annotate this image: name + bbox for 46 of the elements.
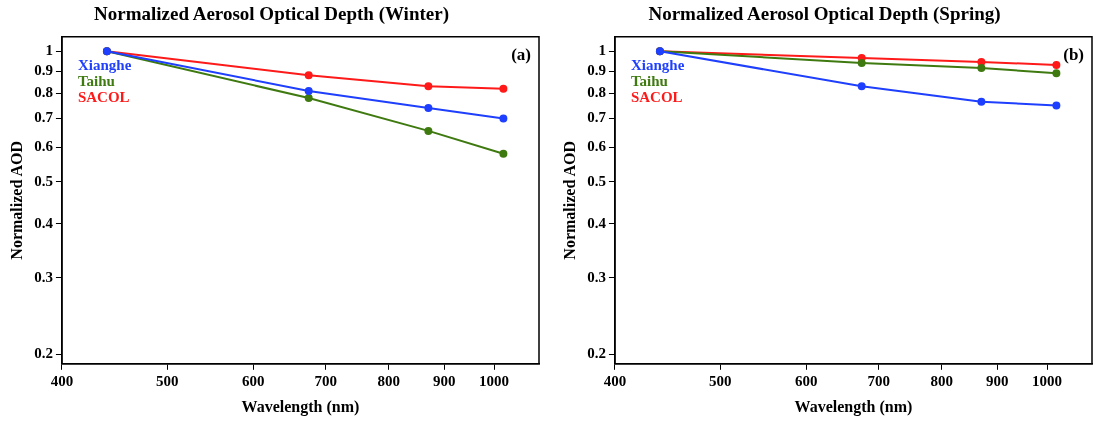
x-tick-label: 600 (794, 372, 818, 389)
series-label: Xianghe (630, 57, 685, 74)
annotation: (a) (511, 44, 531, 64)
x-tick-label: 1000 (479, 372, 510, 389)
x-tick-label: 800 (930, 372, 954, 389)
y-tick-label: 0.7 (587, 109, 607, 126)
y-tick-label: 1 (598, 42, 606, 59)
chart-title: Normalized Aerosol Optical Depth (Spring) (648, 3, 1001, 26)
y-tick-label: 0.4 (34, 214, 54, 231)
y-tick-label: 0.8 (587, 84, 606, 101)
x-tick-label: 1000 (1032, 372, 1063, 389)
x-tick-label: 700 (314, 372, 338, 389)
y-tick-label: 0.4 (587, 214, 607, 231)
y-tick-label: 0.5 (34, 172, 53, 189)
y-tick-label: 0.9 (34, 61, 53, 78)
y-tick-label: 0.6 (34, 138, 54, 155)
y-tick-label: 0.6 (587, 138, 607, 155)
series-label: Taihu (630, 73, 668, 90)
x-tick-label: 900 (433, 372, 456, 389)
y-tick-label: 0.9 (587, 61, 606, 78)
x-tick-label: 700 (867, 372, 891, 389)
x-tick-label: 500 (708, 372, 732, 389)
y-tick-label: 0.7 (34, 109, 54, 126)
y-tick-label: 0.3 (34, 268, 53, 285)
x-axis-title: Wavelength (nm) (241, 397, 360, 416)
text: SACOL (77, 89, 130, 106)
y-tick-label: 0.2 (34, 345, 53, 362)
x-axis-title: Wavelength (nm) (794, 397, 913, 416)
y-axis-title: Normalized AOD (7, 140, 25, 260)
series-label: Xianghe (77, 57, 132, 74)
x-tick-label: 600 (241, 372, 265, 389)
y-tick-label: 1 (45, 42, 53, 59)
y-tick-label: 0.5 (587, 172, 606, 189)
x-tick-label: 900 (986, 372, 1009, 389)
text: SACOL (630, 89, 683, 106)
chart-title: Normalized Aerosol Optical Depth (Winter) (94, 3, 449, 26)
x-tick-label: 400 (50, 372, 74, 389)
y-axis-title: Normalized AOD (560, 140, 578, 260)
y-tick-label: 0.3 (587, 268, 606, 285)
x-tick-label: 500 (155, 372, 179, 389)
y-tick-label: 0.8 (34, 84, 53, 101)
y-tick-label: 0.2 (587, 345, 606, 362)
annotation: (b) (1063, 44, 1084, 64)
x-tick-label: 800 (377, 372, 401, 389)
x-tick-label: 400 (603, 372, 627, 389)
series-label: Taihu (77, 73, 115, 90)
